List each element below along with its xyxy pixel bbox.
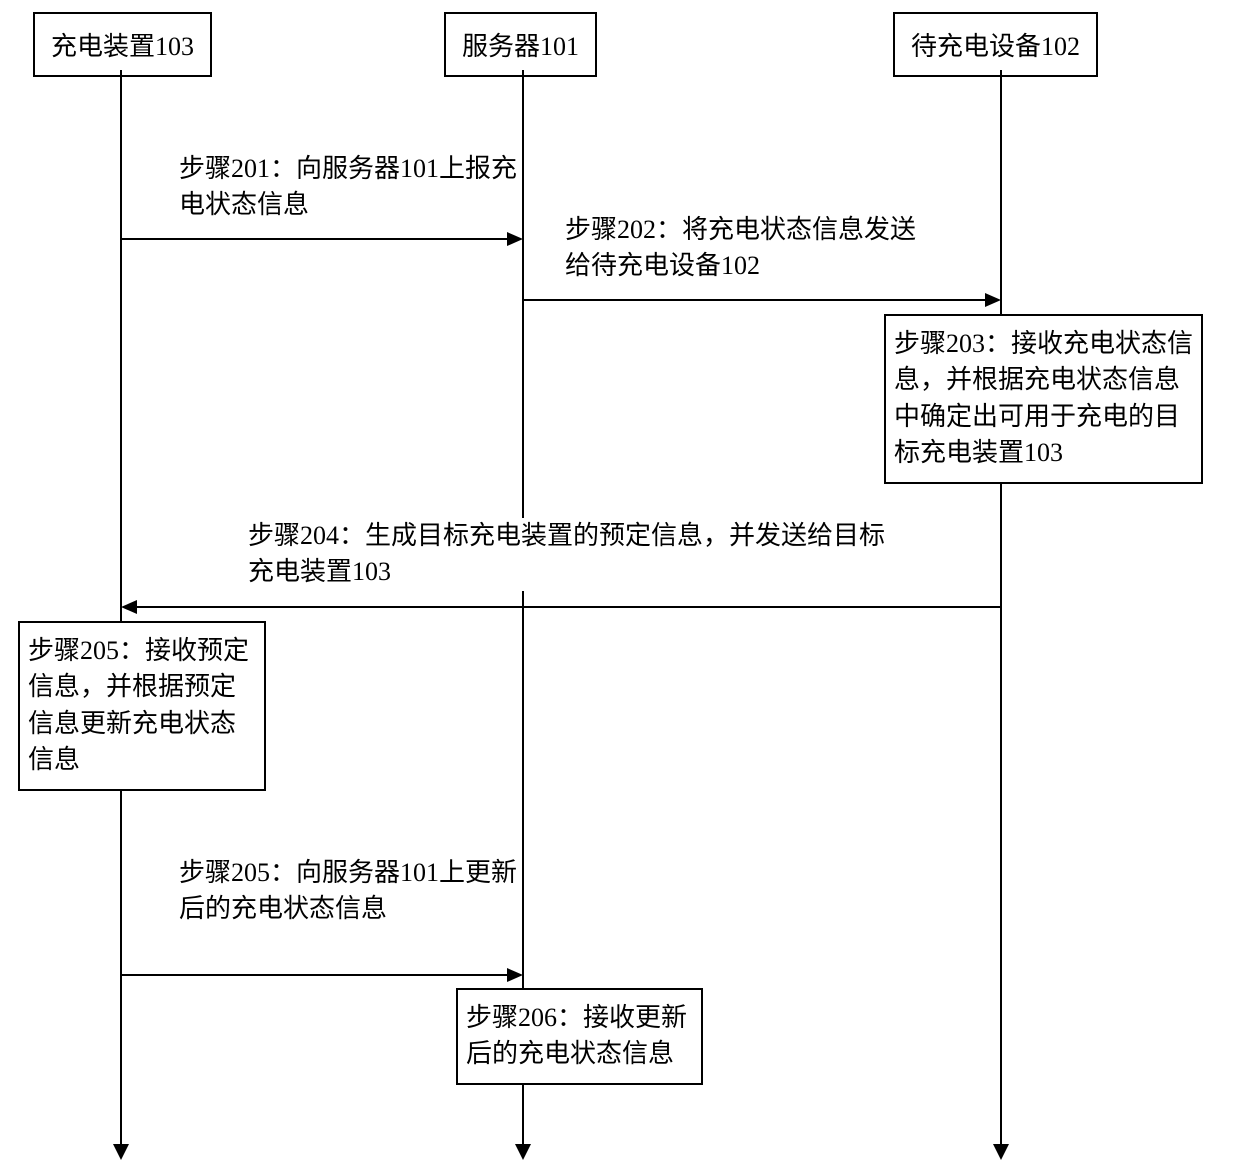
lifeline-device xyxy=(1000,70,1002,1148)
actor-charger-label: 充电装置103 xyxy=(51,32,194,61)
step205b-arrow xyxy=(507,968,523,982)
step204-label: 步骤204：生成目标充电装置的预定信息，并发送给目标充电装置103 xyxy=(248,518,891,591)
step202-label: 步骤202：将充电状态信息发送给待充电设备102 xyxy=(565,212,925,285)
actor-charger: 充电装置103 xyxy=(33,12,212,77)
step201-arrow xyxy=(507,232,523,246)
lifeline-device-arrow xyxy=(993,1144,1009,1160)
step201-line xyxy=(121,238,511,240)
step204-arrow xyxy=(121,600,137,614)
step202-arrow xyxy=(985,293,1001,307)
lifeline-server-arrow xyxy=(515,1144,531,1160)
actor-server: 服务器101 xyxy=(444,12,597,77)
sequence-diagram: 充电装置103 服务器101 待充电设备102 步骤201：向服务器101上报充… xyxy=(0,0,1240,1164)
actor-device: 待充电设备102 xyxy=(893,12,1098,77)
step202-line xyxy=(523,299,989,301)
step203-box: 步骤203：接收充电状态信息，并根据充电状态信息中确定出可用于充电的目标充电装置… xyxy=(884,314,1203,484)
lifeline-charger-arrow xyxy=(113,1144,129,1160)
step205a-box: 步骤205：接收预定信息，并根据预定信息更新充电状态信息 xyxy=(18,621,266,791)
step201-label: 步骤201：向服务器101上报充电状态信息 xyxy=(179,151,519,224)
step206-box: 步骤206：接收更新后的充电状态信息 xyxy=(456,988,703,1085)
step205b-line xyxy=(121,974,511,976)
step205b-label: 步骤205：向服务器101上更新后的充电状态信息 xyxy=(179,855,519,928)
actor-device-label: 待充电设备102 xyxy=(911,32,1080,61)
actor-server-label: 服务器101 xyxy=(462,32,579,61)
step204-line xyxy=(133,606,1001,608)
